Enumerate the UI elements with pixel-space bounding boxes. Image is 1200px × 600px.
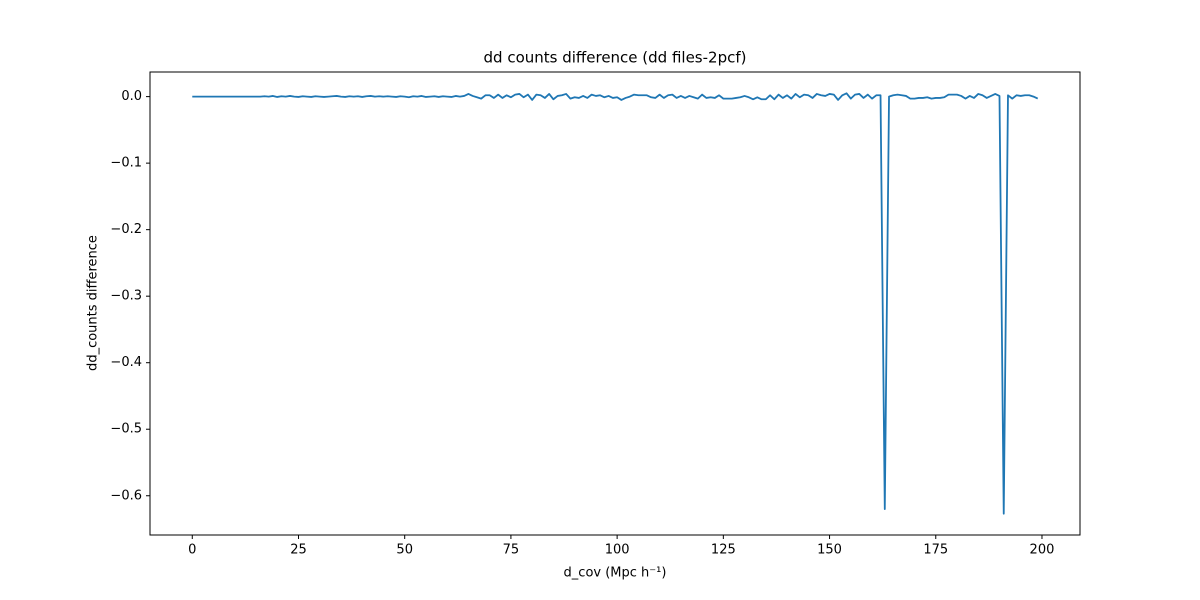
x-tick-label: 200	[1030, 543, 1055, 558]
x-tick-label: 125	[711, 543, 736, 558]
y-tick-label: −0.4	[110, 355, 142, 370]
x-tick-label: 75	[503, 543, 520, 558]
x-tick-label: 50	[396, 543, 413, 558]
y-axis-label: dd_counts difference	[86, 235, 101, 371]
y-tick-label: −0.1	[110, 156, 142, 171]
y-tick-label: −0.6	[110, 488, 142, 503]
y-tick-label: −0.3	[110, 289, 142, 304]
x-tick-label: 0	[188, 543, 196, 558]
x-axis-label: d_cov (Mpc h⁻¹)	[564, 566, 667, 581]
data-line	[192, 92, 1039, 515]
y-tick-label: −0.5	[110, 422, 142, 437]
chart-title: dd counts difference (dd files-2pcf)	[484, 49, 747, 67]
axes-frame	[149, 71, 1081, 536]
x-tick-label: 25	[290, 543, 307, 558]
x-tick-label: 175	[923, 543, 948, 558]
y-tick-label: −0.2	[110, 222, 142, 237]
x-tick-label: 100	[605, 543, 630, 558]
x-tick-label: 150	[817, 543, 842, 558]
y-tick-label: 0.0	[121, 89, 142, 104]
